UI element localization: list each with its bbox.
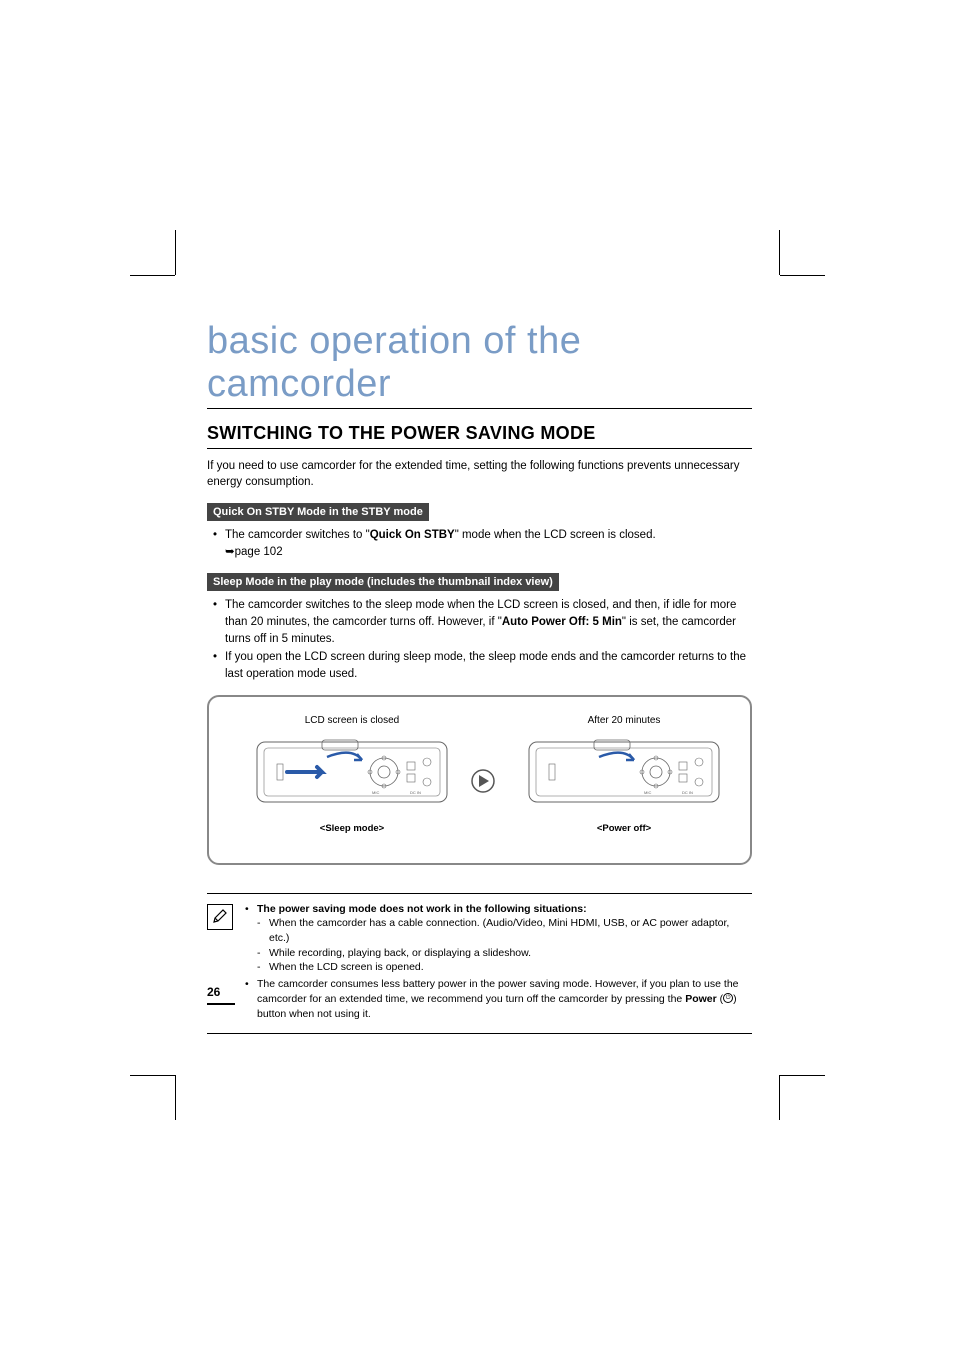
camcorder-illustration: DC IN MIC bbox=[524, 732, 724, 812]
bullet-item: The camcorder switches to "Quick On STBY… bbox=[207, 527, 752, 560]
crop-mark bbox=[780, 1075, 825, 1076]
sub-heading-sleep: Sleep Mode in the play mode (includes th… bbox=[207, 573, 559, 591]
note-title: The power saving mode does not work in t… bbox=[257, 903, 587, 915]
note-bold: Power bbox=[685, 993, 717, 1005]
bullet-text: The camcorder switches to " bbox=[225, 529, 370, 541]
camcorder-illustration: DC IN MIC bbox=[252, 732, 452, 812]
page-content: basic operation of the camcorder SWITCHI… bbox=[207, 320, 752, 1034]
note-block: The power saving mode does not work in t… bbox=[207, 893, 752, 1035]
note-subitem: While recording, playing back, or displa… bbox=[257, 946, 752, 961]
note-content: The power saving mode does not work in t… bbox=[245, 902, 752, 1024]
diagram-label: LCD screen is closed bbox=[237, 715, 467, 726]
note-subitem: When the LCD screen is opened. bbox=[257, 960, 752, 975]
crop-mark bbox=[780, 275, 825, 276]
arrow-right-icon bbox=[471, 769, 495, 793]
svg-text:MIC: MIC bbox=[372, 790, 379, 795]
section-title: SWITCHING TO THE POWER SAVING MODE bbox=[207, 423, 752, 449]
note-icon bbox=[207, 904, 233, 930]
note-sublist: When the camcorder has a cable connectio… bbox=[257, 916, 752, 975]
power-icon: ⏻ bbox=[723, 993, 733, 1003]
diagram-right-column: After 20 minutes DC IN MIC bbox=[509, 715, 739, 834]
bullet-list-sleep: The camcorder switches to the sleep mode… bbox=[207, 597, 752, 682]
bullet-list-stby: The camcorder switches to "Quick On STBY… bbox=[207, 527, 752, 560]
sub-heading-stby: Quick On STBY Mode in the STBY mode bbox=[207, 503, 429, 521]
diagram-label: <Sleep mode> bbox=[237, 823, 467, 834]
crop-mark bbox=[130, 1075, 175, 1076]
bullet-bold: Auto Power Off: 5 Min bbox=[502, 616, 622, 628]
page-number-underline bbox=[207, 1003, 235, 1005]
bullet-item: The camcorder switches to the sleep mode… bbox=[207, 597, 752, 647]
note-subitem: When the camcorder has a cable connectio… bbox=[257, 916, 752, 945]
note-item: The power saving mode does not work in t… bbox=[245, 902, 752, 975]
page-reference: ➥page 102 bbox=[225, 546, 283, 558]
bullet-bold: Quick On STBY bbox=[370, 529, 455, 541]
crop-mark bbox=[175, 1075, 176, 1120]
crop-mark bbox=[779, 230, 780, 275]
note-item: The camcorder consumes less battery powe… bbox=[245, 977, 752, 1021]
diagram-label: <Power off> bbox=[509, 823, 739, 834]
page-number: 26 bbox=[207, 985, 220, 999]
bullet-text: " mode when the LCD screen is closed. bbox=[455, 529, 656, 541]
diagram-label: After 20 minutes bbox=[509, 715, 739, 726]
diagram-left-column: LCD screen is closed DC IN MIC bbox=[237, 715, 467, 834]
chapter-title: basic operation of the camcorder bbox=[207, 320, 752, 409]
bullet-item: If you open the LCD screen during sleep … bbox=[207, 649, 752, 682]
svg-text:DC IN: DC IN bbox=[682, 790, 693, 795]
svg-text:MIC: MIC bbox=[644, 790, 651, 795]
note-text: The camcorder consumes less battery powe… bbox=[257, 978, 739, 1005]
crop-mark bbox=[779, 1075, 780, 1120]
crop-mark bbox=[130, 275, 175, 276]
intro-paragraph: If you need to use camcorder for the ext… bbox=[207, 459, 752, 490]
svg-text:DC IN: DC IN bbox=[410, 790, 421, 795]
crop-mark bbox=[175, 230, 176, 275]
diagram-container: LCD screen is closed DC IN MIC bbox=[207, 695, 752, 865]
pencil-icon bbox=[211, 908, 229, 926]
